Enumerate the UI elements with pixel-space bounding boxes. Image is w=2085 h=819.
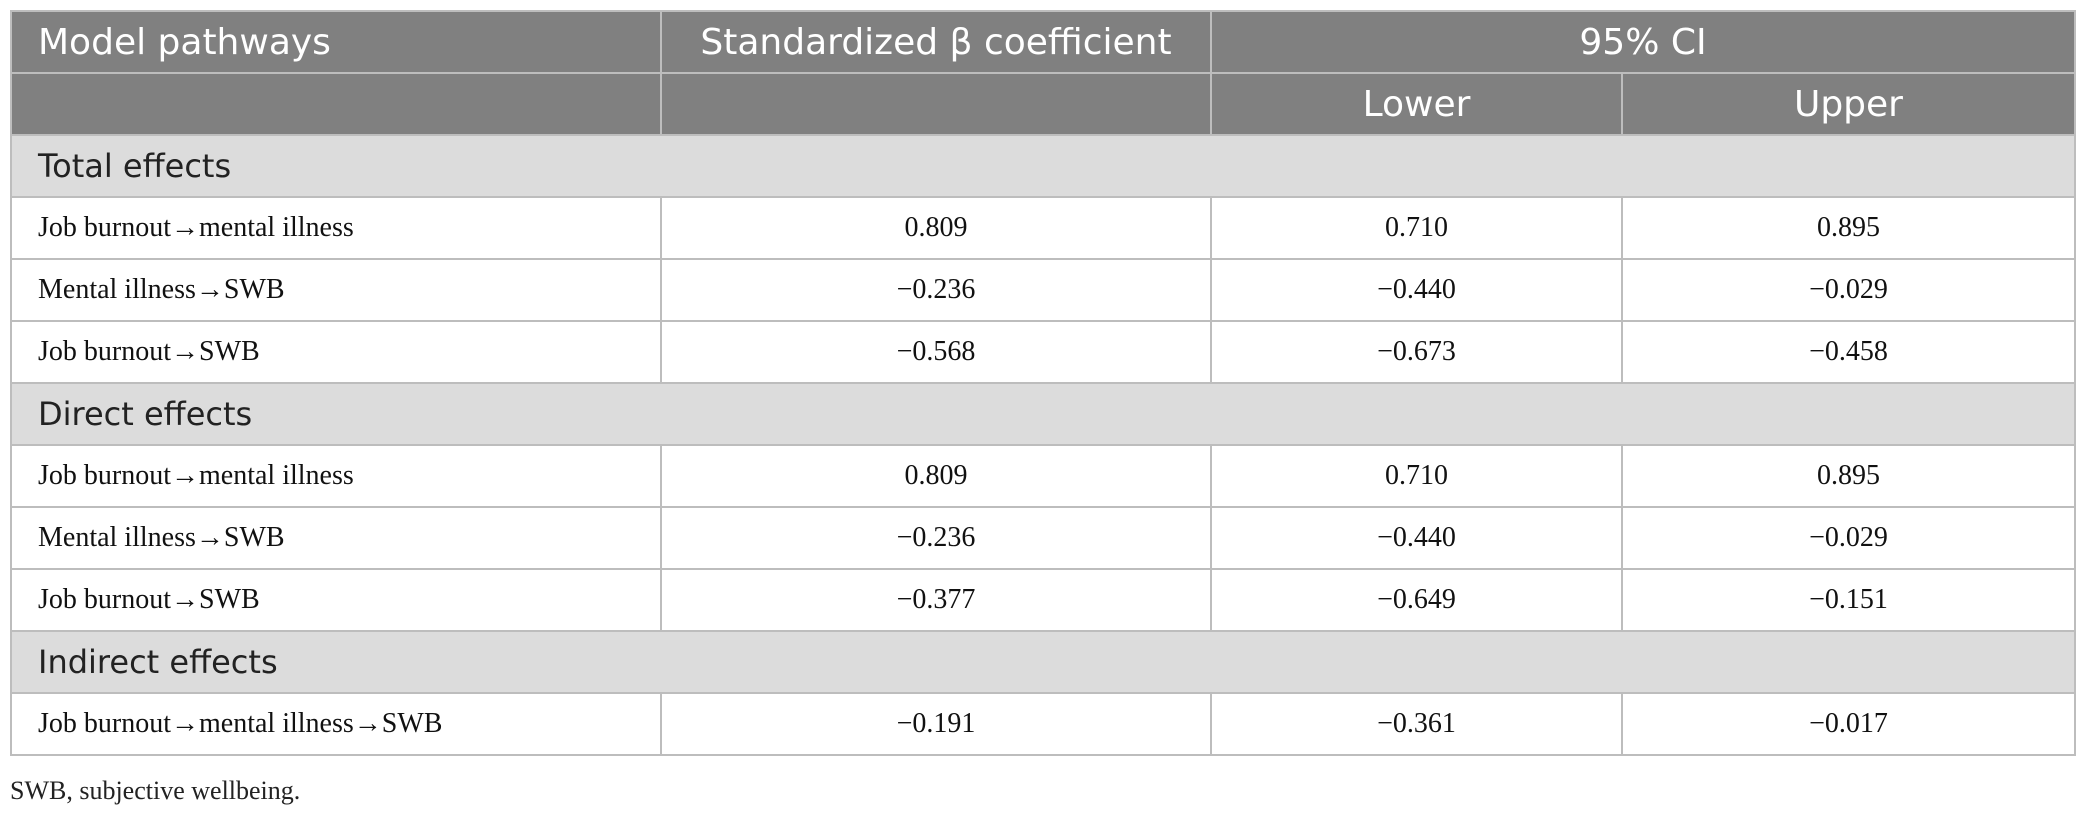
table-row: Job burnout→mental illness 0.809 0.710 0… (10, 444, 2076, 508)
upper-cell: −0.458 (1621, 320, 2076, 384)
upper-cell: −0.029 (1621, 506, 2076, 570)
header-beta: Standardized β coefficient (660, 10, 1212, 74)
section-title: Indirect effects (10, 630, 2076, 694)
header-row: Model pathways Standardized β coefficien… (10, 10, 2076, 74)
subheader-empty-2 (660, 72, 1212, 136)
pathway-cell: Job burnout→SWB (10, 568, 662, 632)
lower-cell: 0.710 (1210, 196, 1623, 260)
beta-cell: −0.236 (660, 258, 1212, 322)
beta-cell: −0.191 (660, 692, 1212, 756)
lower-cell: −0.440 (1210, 258, 1623, 322)
section-total-effects: Total effects (10, 134, 2076, 198)
header-ci: 95% CI (1210, 10, 2076, 74)
beta-cell: 0.809 (660, 444, 1212, 508)
beta-cell: −0.236 (660, 506, 1212, 570)
section-title: Direct effects (10, 382, 2076, 446)
lower-cell: 0.710 (1210, 444, 1623, 508)
header-model-pathways: Model pathways (10, 10, 662, 74)
table-row: Job burnout→SWB −0.568 −0.673 −0.458 (10, 320, 2076, 384)
pathway-cell: Job burnout→mental illness→SWB (10, 692, 662, 756)
table-row: Job burnout→mental illness 0.809 0.710 0… (10, 196, 2076, 260)
upper-cell: −0.151 (1621, 568, 2076, 632)
lower-cell: −0.440 (1210, 506, 1623, 570)
pathway-cell: Job burnout→mental illness (10, 444, 662, 508)
table-row: Mental illness→SWB −0.236 −0.440 −0.029 (10, 258, 2076, 322)
upper-cell: 0.895 (1621, 444, 2076, 508)
section-indirect-effects: Indirect effects (10, 630, 2076, 694)
section-direct-effects: Direct effects (10, 382, 2076, 446)
results-table: Model pathways Standardized β coefficien… (10, 10, 2076, 756)
beta-cell: −0.377 (660, 568, 1212, 632)
header-upper: Upper (1621, 72, 2076, 136)
pathway-cell: Job burnout→mental illness (10, 196, 662, 260)
lower-cell: −0.673 (1210, 320, 1623, 384)
upper-cell: −0.029 (1621, 258, 2076, 322)
lower-cell: −0.649 (1210, 568, 1623, 632)
upper-cell: −0.017 (1621, 692, 2076, 756)
table-row: Job burnout→SWB −0.377 −0.649 −0.151 (10, 568, 2076, 632)
table-row: Job burnout→mental illness→SWB −0.191 −0… (10, 692, 2076, 756)
pathway-cell: Mental illness→SWB (10, 506, 662, 570)
lower-cell: −0.361 (1210, 692, 1623, 756)
subheader-row: Lower Upper (10, 72, 2076, 136)
header-lower: Lower (1210, 72, 1623, 136)
section-title: Total effects (10, 134, 2076, 198)
table-row: Mental illness→SWB −0.236 −0.440 −0.029 (10, 506, 2076, 570)
beta-cell: 0.809 (660, 196, 1212, 260)
pathway-cell: Mental illness→SWB (10, 258, 662, 322)
subheader-empty-1 (10, 72, 662, 136)
beta-cell: −0.568 (660, 320, 1212, 384)
table-footnote: SWB, subjective wellbeing. (10, 776, 301, 805)
upper-cell: 0.895 (1621, 196, 2076, 260)
pathway-cell: Job burnout→SWB (10, 320, 662, 384)
